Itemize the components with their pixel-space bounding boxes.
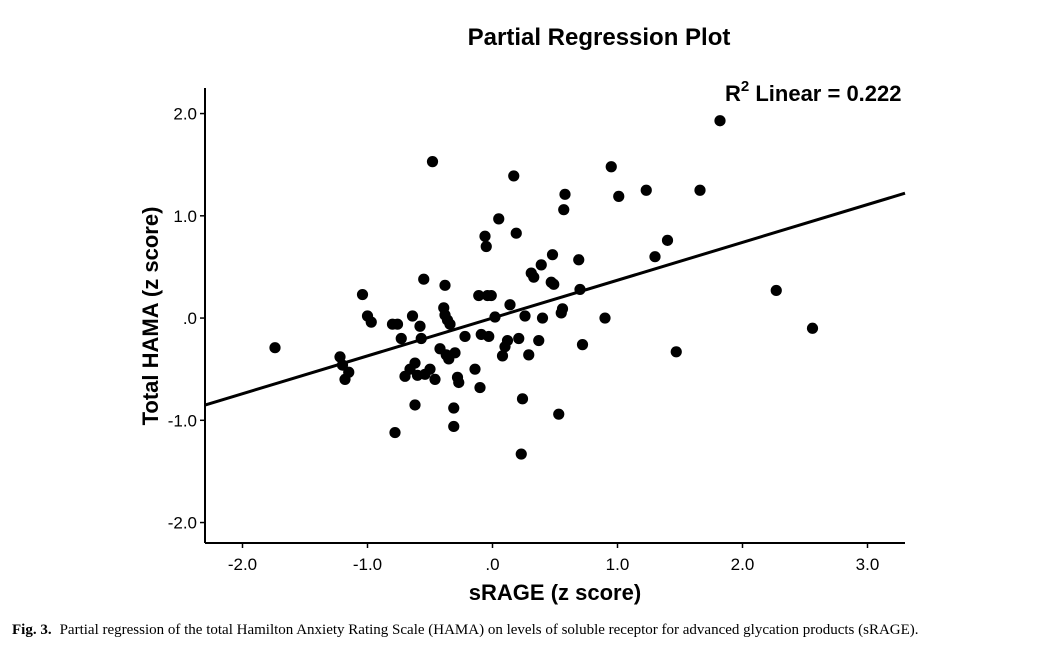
data-point bbox=[496, 350, 509, 362]
figure-caption: Fig. 3. Partial regression of the total H… bbox=[12, 622, 1032, 639]
data-point bbox=[535, 259, 547, 271]
data-point bbox=[414, 320, 426, 332]
data-point bbox=[391, 318, 404, 330]
data-point bbox=[519, 310, 531, 322]
data-point bbox=[504, 299, 516, 311]
data-point bbox=[453, 376, 465, 389]
x-tick-label: 3.0 bbox=[856, 555, 880, 574]
data-point bbox=[448, 402, 460, 414]
r2-annotation: R2 Linear = 0.222 bbox=[725, 78, 902, 106]
data-point bbox=[444, 318, 456, 330]
data-point bbox=[409, 399, 421, 411]
data-point bbox=[418, 273, 430, 285]
data-point bbox=[536, 312, 549, 324]
data-point bbox=[523, 349, 535, 361]
r2-prefix: R bbox=[725, 81, 741, 106]
x-tick-label: 2.0 bbox=[731, 555, 755, 574]
data-point bbox=[558, 204, 570, 216]
data-point bbox=[439, 279, 451, 291]
data-point bbox=[424, 363, 436, 375]
x-tick-label: 1.0 bbox=[606, 555, 630, 574]
figure-number: Fig. 3. bbox=[12, 622, 52, 638]
data-point bbox=[448, 420, 460, 433]
data-point bbox=[429, 373, 441, 386]
data-point bbox=[640, 184, 652, 196]
data-point bbox=[559, 188, 571, 200]
y-tick-label: 2.0 bbox=[173, 105, 197, 124]
data-point bbox=[770, 284, 782, 297]
data-point bbox=[574, 283, 586, 296]
r2-superscript: 2 bbox=[741, 78, 749, 95]
data-point bbox=[670, 346, 682, 358]
r2-text: Linear = 0.222 bbox=[749, 81, 901, 106]
y-axis-label: Total HAMA (z score) bbox=[138, 207, 163, 426]
plot-axes bbox=[204, 88, 905, 544]
data-point bbox=[449, 347, 461, 359]
data-point bbox=[546, 249, 559, 261]
data-point bbox=[479, 230, 491, 242]
data-point bbox=[269, 342, 281, 354]
y-tick-label: -2.0 bbox=[168, 514, 197, 533]
data-point bbox=[694, 184, 706, 196]
data-point bbox=[489, 311, 501, 323]
y-tick-label: 1.0 bbox=[173, 207, 197, 226]
x-tick-label: .0 bbox=[485, 555, 499, 574]
data-point bbox=[516, 393, 529, 405]
data-point bbox=[548, 278, 560, 290]
data-point bbox=[483, 330, 495, 343]
data-point bbox=[649, 251, 661, 263]
data-point bbox=[406, 310, 419, 322]
data-point bbox=[714, 115, 726, 127]
x-tick-label: -2.0 bbox=[228, 555, 257, 574]
data-point bbox=[599, 312, 611, 324]
data-point bbox=[553, 408, 565, 420]
data-point bbox=[515, 448, 527, 460]
y-tick-label: -1.0 bbox=[168, 411, 197, 430]
data-point bbox=[605, 161, 617, 173]
regression-fit-line bbox=[204, 191, 906, 407]
caption-text: Partial regression of the total Hamilton… bbox=[59, 622, 919, 638]
data-point bbox=[576, 339, 589, 351]
data-point bbox=[613, 190, 625, 202]
data-point bbox=[485, 289, 497, 302]
data-point bbox=[480, 240, 492, 253]
data-point bbox=[409, 357, 421, 369]
data-point bbox=[469, 363, 481, 375]
data-point bbox=[415, 332, 427, 345]
data-point bbox=[474, 381, 486, 394]
y-tick-label: .0 bbox=[183, 309, 197, 328]
data-point bbox=[343, 366, 355, 378]
data-point bbox=[573, 254, 585, 266]
data-point bbox=[473, 289, 485, 302]
y-tick-group: -2.0 -1.0 .0 1.0 2.0 bbox=[168, 105, 205, 533]
data-point bbox=[426, 156, 439, 168]
x-tick-label: -1.0 bbox=[353, 555, 382, 574]
data-point bbox=[661, 234, 674, 246]
data-point bbox=[395, 332, 407, 345]
data-point bbox=[459, 330, 471, 343]
data-point bbox=[501, 334, 514, 347]
data-point bbox=[493, 213, 505, 225]
x-tick-group: -2.0 -1.0 .0 1.0 2.0 3.0 bbox=[228, 543, 879, 574]
data-point bbox=[365, 316, 377, 328]
scatter-points bbox=[269, 115, 819, 460]
x-axis-label: sRAGE (z score) bbox=[469, 580, 641, 605]
data-point bbox=[513, 332, 525, 345]
data-point bbox=[356, 288, 369, 301]
data-point bbox=[533, 334, 545, 347]
data-point bbox=[528, 271, 540, 283]
data-point bbox=[508, 170, 520, 182]
data-point bbox=[510, 227, 522, 239]
chart-title: Partial Regression Plot bbox=[468, 24, 731, 51]
data-point bbox=[806, 322, 819, 334]
data-point bbox=[556, 303, 569, 315]
data-point bbox=[389, 426, 401, 439]
